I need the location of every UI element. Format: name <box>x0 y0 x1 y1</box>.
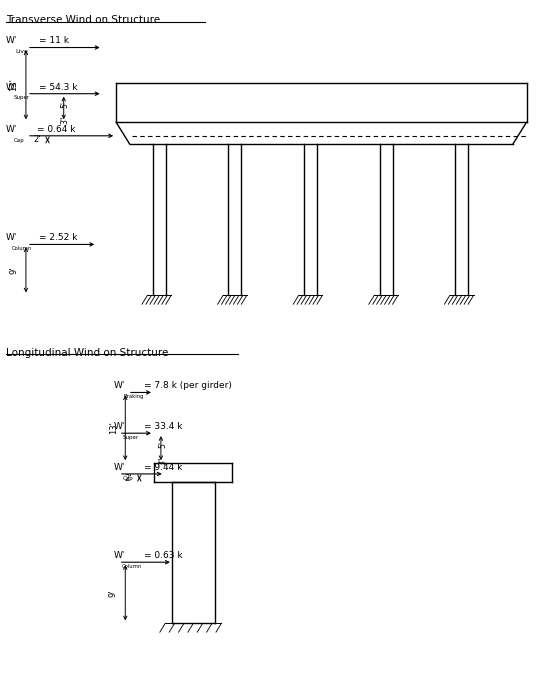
Text: W': W' <box>5 234 17 242</box>
Text: = 0.64 k: = 0.64 k <box>37 125 75 134</box>
Text: Super: Super <box>14 96 30 100</box>
Text: W': W' <box>5 83 17 92</box>
Text: Column: Column <box>122 564 141 569</box>
Text: 9': 9' <box>109 589 118 597</box>
Text: W': W' <box>113 551 125 560</box>
Text: Transverse Wind on Structure: Transverse Wind on Structure <box>6 15 160 25</box>
Text: W': W' <box>5 37 17 45</box>
Text: 2': 2' <box>33 135 40 145</box>
Text: 13': 13' <box>10 79 18 91</box>
Text: 13': 13' <box>109 422 118 434</box>
Text: Live: Live <box>15 50 28 54</box>
Text: 2': 2' <box>125 473 132 483</box>
Text: 9': 9' <box>10 266 18 274</box>
Text: = 0.63 k: = 0.63 k <box>144 551 183 560</box>
Text: = 54.3 k: = 54.3 k <box>39 83 77 92</box>
Text: 3": 3" <box>158 456 167 464</box>
Text: Cap: Cap <box>123 476 133 481</box>
Text: = 11 k: = 11 k <box>39 37 69 45</box>
Text: Longitudinal Wind on Structure: Longitudinal Wind on Structure <box>6 348 169 358</box>
Text: = 33.4 k: = 33.4 k <box>144 422 183 431</box>
Text: = 2.52 k: = 2.52 k <box>39 234 77 242</box>
Text: = 9.44 k: = 9.44 k <box>144 463 183 472</box>
Text: Column: Column <box>12 246 32 251</box>
Text: Super: Super <box>123 435 139 440</box>
Text: Braking: Braking <box>123 394 144 399</box>
Text: W': W' <box>5 125 17 134</box>
Text: 5': 5' <box>61 101 70 108</box>
Text: 5': 5' <box>158 441 167 448</box>
Text: = 7.8 k (per girder): = 7.8 k (per girder) <box>144 382 232 390</box>
Text: W': W' <box>113 422 125 431</box>
Text: W': W' <box>113 463 125 472</box>
Text: W': W' <box>113 382 125 390</box>
Text: 3": 3" <box>61 116 70 124</box>
Text: Cap: Cap <box>14 138 25 143</box>
